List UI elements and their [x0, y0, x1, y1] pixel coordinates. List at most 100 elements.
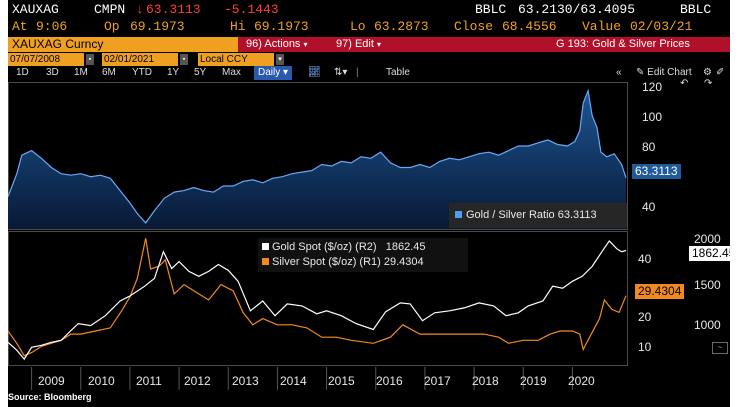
zoom-icon[interactable]: ~ — [712, 342, 728, 354]
collapse-icon[interactable]: « — [616, 67, 622, 78]
ratio-legend: Gold / Silver Ratio 63.3113 — [449, 203, 627, 228]
silver-ytick-40: 40 — [638, 252, 652, 266]
title-bar: XAUXAG Curncy 96) Actions ▾ 97) Edit ▾ G… — [8, 37, 730, 52]
at-label: At — [12, 19, 28, 34]
start-date-field[interactable]: 07/07/2008 — [8, 53, 84, 66]
bblc-label-2: BBLC — [680, 2, 712, 17]
edit-chart-label: Edit Chart — [647, 67, 692, 78]
edit-chart-button[interactable]: ✎ Edit Chart — [636, 67, 692, 78]
ticker-symbol: XAUXAG — [12, 2, 59, 17]
low-label: Lo — [350, 19, 366, 34]
range-3d[interactable]: 3D — [46, 67, 59, 78]
metals-panel-border — [8, 231, 628, 366]
xtick-2011: 2011 — [136, 374, 162, 388]
table-button[interactable]: Table — [386, 67, 410, 78]
actions-number: 96) — [246, 38, 262, 50]
range-6m[interactable]: 6M — [102, 67, 116, 78]
range-1d[interactable]: 1D — [16, 67, 29, 78]
xtick-2012: 2012 — [184, 374, 211, 388]
xtick-2009: 2009 — [38, 374, 65, 388]
frequency-label: Daily — [258, 67, 281, 78]
x-grid — [31, 367, 573, 390]
actions-menu[interactable]: 96) Actions ▾ — [246, 37, 308, 52]
xtick-2018: 2018 — [472, 374, 499, 388]
edit-menu[interactable]: 97) Edit ▾ — [336, 37, 381, 52]
ratio-ytick-80: 80 — [642, 140, 656, 154]
gold-ytick-2000: 2000 — [694, 232, 721, 246]
dropdown-icon: ▾ — [303, 40, 308, 49]
silver-line — [8, 238, 627, 357]
down-arrow-icon: ↓ — [136, 2, 144, 17]
chart-canvas[interactable] — [8, 0, 730, 392]
silver-legend-swatch — [262, 258, 269, 265]
line-chart-icon[interactable]: 📈︎ — [308, 67, 321, 78]
end-date-field[interactable]: 02/01/2021 — [102, 53, 178, 66]
open-label: Op — [104, 19, 120, 34]
range-toolbar: 1D 3D 1M 6M YTD 1Y 5Y Max Daily ▾ 📈︎ ⇅▾ … — [8, 66, 730, 80]
ratio-panel-border — [8, 82, 628, 230]
source-note: Source: Bloomberg — [8, 392, 92, 402]
actions-label: Actions — [264, 38, 301, 50]
silver-ytick-10: 10 — [638, 340, 652, 354]
bblc-label: BBLC — [475, 2, 507, 17]
close-value: 68.4556 — [502, 19, 557, 34]
silver-legend-value: 29.4304 — [383, 256, 424, 268]
gold-legend-value: 1862.45 — [385, 241, 426, 253]
gold-legend-entry: Gold Spot ($/oz) (R2) 1862.45 — [262, 241, 425, 253]
gold-legend-name: Gold Spot ($/oz) (R2) — [272, 241, 377, 253]
range-1m[interactable]: 1M — [74, 67, 88, 78]
high-value: 69.1973 — [254, 19, 309, 34]
undo-icon[interactable]: ↶ — [680, 78, 689, 89]
range-max[interactable]: Max — [222, 67, 241, 78]
ratio-line — [8, 88, 627, 224]
gold-last-value: 1862.45 — [689, 246, 730, 261]
gold-line — [8, 239, 627, 361]
ratio-last-value: 63.3113 — [632, 164, 681, 179]
range-5y[interactable]: 5Y — [194, 67, 207, 78]
ratio-legend-swatch — [455, 211, 462, 218]
xtick-2015: 2015 — [328, 374, 355, 388]
date-range-bar: 07/07/2008 ▪ 02/01/2021 ▪ Local CCY ▾ — [8, 53, 730, 66]
bid-ask: 63.2130/63.4095 — [518, 2, 636, 17]
xtick-2014: 2014 — [280, 374, 307, 388]
at-time: 9:06 — [36, 19, 68, 34]
edit-label: Edit — [354, 38, 374, 50]
bloomberg-terminal-window: XAUXAG CMPN ↓ 63.3113 -5.1443 BBLC 63.21… — [8, 0, 730, 407]
separator-icon: | — [356, 67, 359, 78]
xtick-2020: 2020 — [568, 374, 595, 388]
price-change: -5.1443 — [224, 2, 279, 17]
metals-legend: Gold Spot ($/oz) (R2) 1862.45 Silver Spo… — [258, 238, 468, 272]
open-value: 69.1973 — [130, 19, 185, 34]
last-price: 63.3113 — [146, 2, 201, 17]
ratio-legend-name: Gold / Silver Ratio — [466, 209, 555, 221]
value-date: 02/03/21 — [630, 19, 693, 34]
low-value: 63.2873 — [374, 19, 429, 34]
xtick-2017: 2017 — [424, 374, 451, 388]
ratio-ytick-120: 120 — [642, 80, 663, 94]
range-ytd[interactable]: YTD — [132, 67, 152, 78]
frequency-dropdown[interactable]: Daily ▾ — [254, 66, 293, 80]
quote-line: XAUXAG CMPN ↓ 63.3113 -5.1443 BBLC 63.21… — [8, 2, 730, 19]
cmpn-label: CMPN — [94, 2, 126, 17]
redo-icon[interactable]: ↷ — [704, 78, 713, 89]
value-label: Value — [582, 19, 622, 34]
start-date-picker-icon[interactable]: ▪ — [86, 54, 94, 65]
ratio-area — [8, 90, 626, 229]
silver-legend-name: Silver Spot ($/oz) (R1) — [272, 256, 381, 268]
silver-ytick-20: 20 — [638, 310, 652, 324]
range-1y[interactable]: 1Y — [167, 67, 180, 78]
ratio-ytick-40: 40 — [642, 200, 656, 214]
currency-field[interactable]: Local CCY — [198, 53, 274, 66]
settings-icon[interactable]: ⚙ — [703, 67, 712, 78]
end-date-picker-icon[interactable]: ▪ — [180, 54, 188, 65]
xtick-2016: 2016 — [376, 374, 403, 388]
gold-legend-swatch — [262, 243, 269, 250]
close-label: Close — [454, 19, 494, 34]
currency-dropdown-icon[interactable]: ▾ — [276, 54, 284, 65]
edit-chart-icon[interactable]: ✐ — [716, 67, 725, 78]
security-field[interactable]: XAUXAG Curncy — [8, 37, 238, 52]
silver-legend-entry: Silver Spot ($/oz) (R1) 29.4304 — [262, 256, 424, 268]
ratio-ytick-100: 100 — [642, 110, 663, 124]
chart-title: G 193: Gold & Silver Prices — [556, 38, 690, 50]
indicators-icon[interactable]: ⇅▾ — [334, 67, 348, 78]
